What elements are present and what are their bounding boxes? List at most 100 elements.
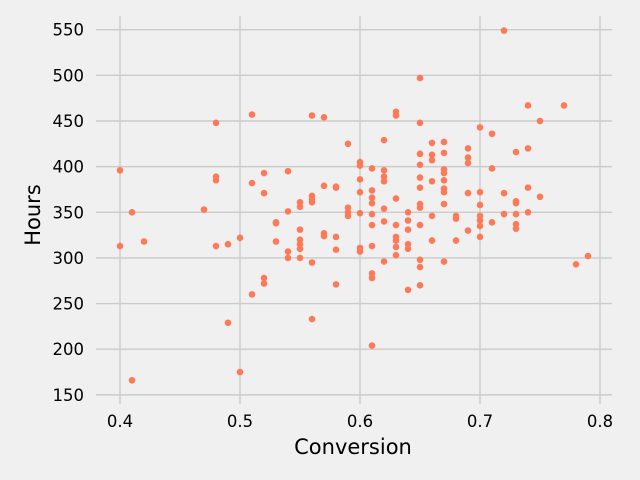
- data-point: [392, 195, 400, 202]
- y-tick-label: 450: [53, 112, 85, 131]
- data-point: [488, 165, 496, 172]
- data-point: [356, 188, 364, 196]
- data-point: [392, 237, 400, 244]
- data-point: [284, 208, 292, 215]
- data-point: [476, 188, 484, 196]
- x-tick-label: 0.5: [227, 412, 253, 431]
- data-point: [344, 204, 352, 212]
- data-point: [308, 315, 316, 323]
- data-point: [248, 179, 256, 187]
- data-point: [440, 188, 448, 196]
- data-point: [464, 154, 472, 161]
- data-point: [476, 233, 484, 241]
- data-point: [296, 203, 304, 211]
- y-axis-ticks: 150 200 250 300 350 400 450 500 550: [53, 21, 85, 405]
- data-point: [416, 174, 424, 181]
- data-point: [212, 119, 220, 127]
- data-point: [536, 117, 544, 125]
- data-point: [272, 219, 280, 227]
- data-point: [368, 270, 376, 277]
- data-point: [524, 184, 532, 191]
- data-point: [248, 111, 256, 118]
- data-point: [488, 219, 496, 226]
- data-point: [260, 189, 268, 197]
- data-point: [476, 124, 484, 131]
- data-point: [428, 212, 436, 220]
- data-point: [380, 136, 388, 144]
- data-point: [380, 173, 388, 180]
- data-point: [116, 242, 124, 250]
- data-point: [368, 210, 376, 218]
- data-point: [584, 252, 592, 260]
- data-point: [428, 177, 436, 185]
- data-point: [404, 240, 412, 248]
- data-point: [332, 246, 340, 254]
- data-point: [440, 258, 448, 265]
- data-point: [428, 237, 436, 244]
- data-point: [212, 177, 220, 184]
- data-point: [416, 263, 424, 271]
- data-point: [224, 319, 232, 327]
- y-tick-label: 250: [53, 295, 85, 314]
- data-point: [524, 145, 532, 152]
- data-point: [464, 145, 472, 152]
- data-point: [332, 184, 340, 191]
- data-point: [476, 217, 484, 224]
- data-point: [464, 159, 472, 167]
- x-tick-label: 0.7: [467, 412, 493, 431]
- data-point: [380, 218, 388, 225]
- data-point: [392, 251, 400, 259]
- data-point: [536, 193, 544, 201]
- data-point: [512, 199, 520, 207]
- data-point: [368, 274, 376, 282]
- data-point: [380, 258, 388, 265]
- data-point: [404, 226, 412, 233]
- data-point: [416, 161, 424, 169]
- data-point: [464, 227, 472, 234]
- data-point: [404, 245, 412, 253]
- y-tick-label: 400: [53, 158, 85, 177]
- data-point: [236, 234, 244, 242]
- data-point: [428, 156, 436, 164]
- data-point: [440, 200, 448, 208]
- data-point: [512, 220, 520, 228]
- data-point: [284, 248, 292, 255]
- data-point: [452, 215, 460, 222]
- data-point: [236, 368, 244, 376]
- data-point: [356, 162, 364, 170]
- x-axis-label: Conversion: [294, 435, 412, 459]
- data-point: [296, 226, 304, 233]
- data-point: [404, 217, 412, 224]
- data-point: [128, 376, 136, 384]
- y-tick-label: 300: [53, 249, 85, 268]
- data-point: [416, 184, 424, 191]
- data-point: [224, 240, 232, 248]
- x-tick-label: 0.8: [587, 412, 613, 431]
- data-point: [476, 212, 484, 220]
- data-point: [500, 210, 508, 218]
- data-point: [464, 189, 472, 197]
- y-tick-label: 500: [53, 66, 85, 85]
- data-point: [380, 177, 388, 185]
- data-point: [512, 148, 520, 156]
- data-points: [116, 27, 592, 384]
- data-point: [320, 182, 328, 190]
- data-point: [260, 280, 268, 287]
- data-point: [308, 198, 316, 206]
- data-point: [248, 291, 256, 298]
- data-point: [512, 210, 520, 218]
- data-point: [128, 208, 136, 216]
- data-point: [308, 112, 316, 119]
- data-point: [368, 342, 376, 349]
- data-point: [416, 119, 424, 127]
- data-point: [356, 209, 364, 217]
- data-point: [428, 139, 436, 147]
- data-point: [356, 176, 364, 183]
- data-point: [404, 208, 412, 216]
- data-point: [524, 102, 532, 109]
- data-point: [440, 149, 448, 157]
- data-point: [356, 248, 364, 255]
- data-point: [332, 233, 340, 241]
- data-point: [392, 112, 400, 119]
- data-point: [440, 177, 448, 184]
